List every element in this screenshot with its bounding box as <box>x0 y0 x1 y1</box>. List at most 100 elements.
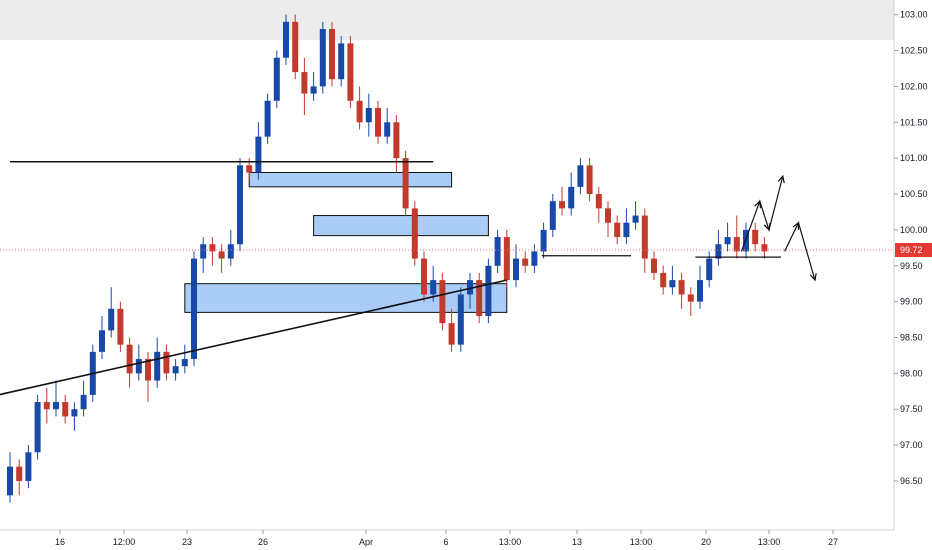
time-tick-label: 26 <box>258 537 268 547</box>
price-tick-label: 103.00 <box>900 10 928 20</box>
candle <box>71 402 78 431</box>
candle-body <box>761 244 768 252</box>
candle <box>430 265 437 302</box>
candle-body <box>375 107 381 137</box>
candle <box>660 265 667 295</box>
candle-body <box>347 43 354 101</box>
candle <box>126 337 133 388</box>
candle <box>678 272 685 309</box>
candle <box>752 222 759 252</box>
time-tick-label: 12:00 <box>113 537 136 547</box>
candle-body <box>255 136 262 173</box>
candle <box>301 57 308 116</box>
time-tick-label: 16 <box>55 537 65 547</box>
candle <box>255 122 262 180</box>
candle-body <box>697 280 703 302</box>
candle <box>356 86 363 130</box>
candle-body <box>154 351 161 381</box>
rising-trendline <box>0 279 507 396</box>
candle <box>761 237 768 259</box>
candle-body <box>16 466 23 481</box>
candle <box>421 251 427 302</box>
arrowhead <box>809 273 817 282</box>
candle-body <box>706 258 713 281</box>
time-tick-label: 13 <box>572 537 582 547</box>
zone-3 <box>184 283 508 313</box>
candle <box>623 208 630 245</box>
candle-body <box>549 201 556 230</box>
candle <box>273 50 280 108</box>
candle-body <box>264 100 271 137</box>
candle-body <box>7 466 13 496</box>
candle-body <box>218 251 225 259</box>
candle-body <box>678 280 685 295</box>
candle <box>154 337 161 388</box>
candle-body <box>310 86 317 94</box>
candle <box>494 229 501 273</box>
candle <box>411 201 418 266</box>
candle <box>439 272 446 331</box>
arrowhead <box>763 222 771 232</box>
candle <box>163 344 170 381</box>
candle-body <box>126 344 133 374</box>
price-tick-label: 100.00 <box>900 225 928 235</box>
candle-body <box>301 72 308 94</box>
candle <box>568 172 575 216</box>
candle <box>227 229 234 266</box>
candle <box>292 14 299 80</box>
candle-body <box>457 294 464 345</box>
candle-body <box>513 258 519 281</box>
candle-body <box>687 294 694 302</box>
candle-body <box>623 222 630 238</box>
candle <box>733 215 740 259</box>
candle-body <box>743 229 749 252</box>
candle-body <box>448 323 455 345</box>
candle-body <box>53 402 59 410</box>
candle <box>715 229 722 266</box>
candle-body <box>595 194 602 209</box>
arrowhead <box>777 174 785 184</box>
candle-body <box>439 280 446 324</box>
candle <box>237 158 243 252</box>
candle <box>80 380 87 417</box>
candle-body <box>577 165 584 187</box>
candle-body <box>283 21 289 58</box>
time-tick-label: 13:00 <box>630 537 653 547</box>
candle-body <box>319 29 326 87</box>
candle-body <box>568 186 575 209</box>
candle <box>641 208 648 273</box>
candle-body <box>494 237 501 266</box>
candle-body <box>614 222 621 238</box>
candle-body <box>669 280 676 288</box>
candle <box>34 394 41 460</box>
price-tick-label: 101.00 <box>900 153 928 163</box>
candle-body <box>191 258 197 360</box>
price-tick-label: 99.50 <box>900 261 923 271</box>
candle <box>393 115 400 173</box>
time-tick-label: 6 <box>443 537 448 547</box>
candle <box>586 158 593 202</box>
price-tick-label: 100.50 <box>900 189 928 199</box>
candle-body <box>651 258 657 273</box>
candle-body <box>62 402 69 417</box>
candle <box>687 287 694 316</box>
candle <box>347 36 354 108</box>
candle-body <box>540 229 547 252</box>
candle-body <box>200 244 207 259</box>
arrowhead <box>754 199 762 209</box>
price-axis: 103.00 102.50 102.00 101.50 101.00 100.50 100.… <box>894 10 928 486</box>
candle <box>724 222 731 252</box>
candle-body <box>485 265 492 316</box>
time-tick-label: 23 <box>182 537 192 547</box>
candle-body <box>724 237 731 245</box>
candle <box>200 237 207 273</box>
price-tick-label: 98.50 <box>900 333 923 343</box>
candle <box>209 237 216 266</box>
candle-body <box>660 272 667 288</box>
top-shaded-band <box>0 0 894 40</box>
candle-body <box>108 308 115 331</box>
candle <box>522 251 529 273</box>
candle <box>669 265 676 295</box>
